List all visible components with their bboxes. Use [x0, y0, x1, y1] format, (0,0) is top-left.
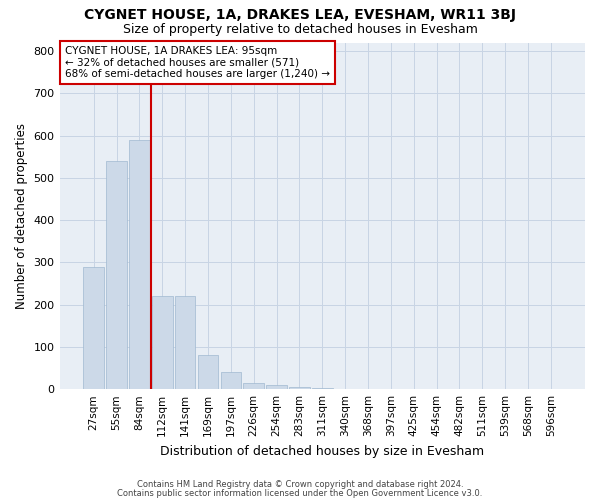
Text: Contains public sector information licensed under the Open Government Licence v3: Contains public sector information licen…	[118, 488, 482, 498]
X-axis label: Distribution of detached houses by size in Evesham: Distribution of detached houses by size …	[160, 444, 484, 458]
Bar	[198, 356, 218, 389]
Bar	[175, 296, 196, 389]
Text: CYGNET HOUSE, 1A DRAKES LEA: 95sqm
← 32% of detached houses are smaller (571)
68: CYGNET HOUSE, 1A DRAKES LEA: 95sqm ← 32%…	[65, 46, 330, 79]
Bar	[312, 388, 332, 389]
Text: CYGNET HOUSE, 1A, DRAKES LEA, EVESHAM, WR11 3BJ: CYGNET HOUSE, 1A, DRAKES LEA, EVESHAM, W…	[84, 8, 516, 22]
Y-axis label: Number of detached properties: Number of detached properties	[15, 123, 28, 309]
Bar	[221, 372, 241, 389]
Bar	[106, 161, 127, 389]
Bar	[266, 385, 287, 389]
Bar	[83, 266, 104, 389]
Text: Size of property relative to detached houses in Evesham: Size of property relative to detached ho…	[122, 22, 478, 36]
Bar	[289, 387, 310, 389]
Bar	[152, 296, 173, 389]
Text: Contains HM Land Registry data © Crown copyright and database right 2024.: Contains HM Land Registry data © Crown c…	[137, 480, 463, 489]
Bar	[129, 140, 150, 389]
Bar	[244, 383, 264, 389]
